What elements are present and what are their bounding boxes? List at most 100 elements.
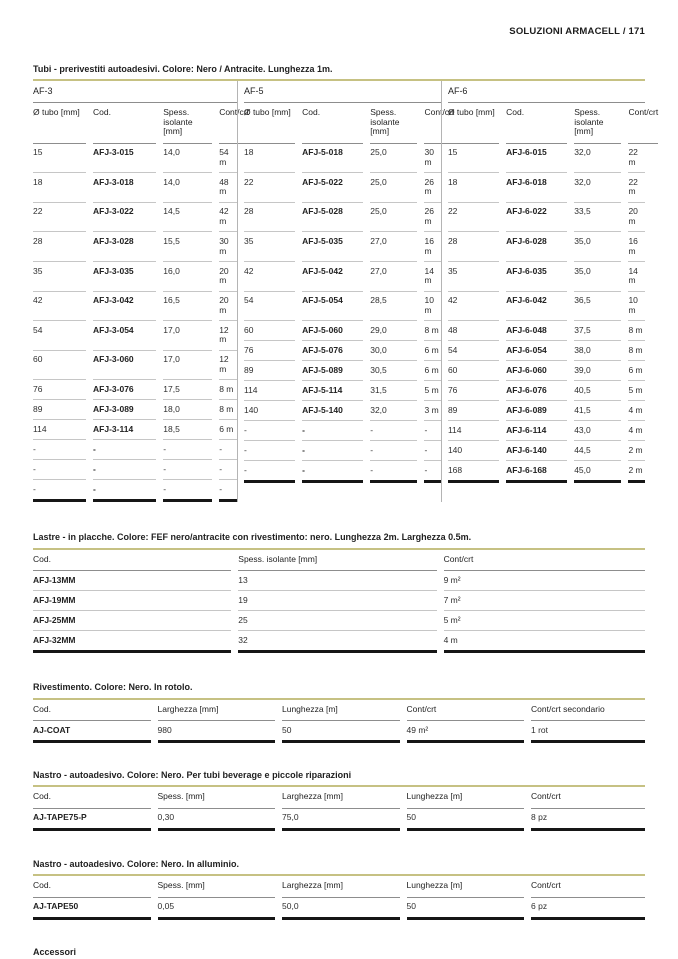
table-header-row: Ø tubo [mm] Cod. Spess. isolante [mm] Cont/…: [33, 103, 249, 144]
table-cell: 22 m: [628, 173, 645, 203]
table-cell: 76: [243, 341, 296, 362]
table-cell: -: [33, 460, 87, 481]
nastro-alluminio-data-table: Cod. Spess. [mm] Larghezza [mm] Lunghezza […: [33, 876, 645, 920]
table-cell: AFJ-32MM: [33, 631, 232, 654]
table-cell: 50: [406, 898, 524, 920]
column-header: Cod.: [506, 103, 568, 144]
table-cell: 18: [33, 173, 87, 203]
section-rule: [33, 785, 645, 788]
table-cell: AFJ-5-060: [302, 321, 364, 342]
table-cell: 12 m: [219, 321, 237, 351]
table-row: ----: [33, 480, 237, 503]
table-cell: 27,0: [370, 232, 418, 263]
table-row: 18 AFJ-5-018 25,0 30 m: [243, 144, 441, 174]
table-row: AFJ-32MM 32 4 m: [33, 631, 645, 654]
table-cell: 89: [33, 400, 87, 421]
table-row: 60 AFJ-5-060 29,0 8 m: [243, 321, 441, 342]
column-header: Lunghezza [m]: [406, 787, 524, 809]
table-row: 76 AFJ-5-076 30,0 6 m: [243, 341, 441, 362]
table-row: AFJ-19MM 19 7 m²: [33, 591, 645, 612]
table-cell: 35: [33, 262, 87, 292]
section-rule: [33, 547, 645, 550]
section-title: Nastro - autoadesivo. Colore: Nero. In a…: [33, 858, 240, 869]
table-cell: -: [302, 461, 364, 484]
table-cell: 50: [406, 809, 524, 831]
column-header: Ø tubo [mm]: [243, 103, 296, 144]
table-cell: AFJ-5-114: [302, 381, 364, 402]
table-cell: AFJ-6-028: [506, 232, 568, 263]
lastre-data-table: Cod. Spess. isolante [mm] Cont/crt AFJ-13MM…: [33, 550, 645, 654]
column-header: Ø tubo [mm]: [447, 103, 500, 144]
table-group-title: AF-3: [33, 81, 237, 104]
table-header-row: Ø tubo [mm] Cod. Spess. isolante [mm] Cont/…: [447, 103, 659, 144]
table-cell: AFJ-3-015: [93, 144, 157, 174]
table-cell: 6 m: [424, 361, 441, 382]
table-row: 140 AFJ-5-140 32,0 3 m: [243, 401, 441, 422]
table-cell: 42 m: [219, 203, 237, 233]
table-row: 140 AFJ-6-140 44,5 2 m: [447, 441, 645, 462]
table-cell: -: [424, 421, 441, 442]
table-cell: 168: [447, 461, 500, 484]
table-cell: AFJ-6-140: [506, 441, 568, 462]
table-cell: 13: [238, 571, 437, 592]
table-cell: -: [424, 441, 441, 462]
table-cell: AFJ-3-076: [93, 380, 157, 401]
table-cell: 8 m: [219, 400, 237, 421]
table-cell: 140: [447, 441, 500, 462]
table-cell: 48 m: [219, 173, 237, 203]
table-row: ----: [33, 460, 237, 481]
table-cell: 17,5: [163, 380, 213, 401]
section-nastro-alluminio: Nastro - autoadesivo. Colore: Nero. In a…: [33, 859, 645, 920]
table-cell: AFJ-3-018: [93, 173, 157, 203]
table-cell: -: [424, 461, 441, 484]
table-cell: 0,05: [157, 898, 275, 920]
table-row: 114 AFJ-6-114 43,0 4 m: [447, 421, 645, 442]
table-cell: 38,0: [574, 341, 622, 362]
af6-data-table: Ø tubo [mm] Cod. Spess. isolante [mm] Cont/…: [447, 103, 659, 484]
table-cell: 12 m: [219, 351, 237, 381]
table-cell: 30,5: [370, 361, 418, 382]
table-cell: 22: [447, 203, 500, 233]
table-cell: AFJ-6-114: [506, 421, 568, 442]
table-cell: 28,5: [370, 292, 418, 322]
table-cell: -: [243, 421, 296, 442]
table-cell: 17,0: [163, 351, 213, 381]
table-cell: 25,0: [370, 203, 418, 233]
table-cell: AFJ-25MM: [33, 611, 232, 632]
table-row: 42 AFJ-5-042 27,0 14 m: [243, 262, 441, 292]
table-header-row: Cod. Spess. [mm] Larghezza [mm] Lunghezza […: [33, 787, 645, 809]
table-cell: -: [302, 421, 364, 442]
table-cell: 39,0: [574, 361, 622, 382]
table-row: 15 AFJ-3-015 14,0 54 m: [33, 144, 237, 174]
table-cell: 35: [243, 232, 296, 263]
table-row: ----: [243, 461, 441, 484]
table-cell: 54: [33, 321, 87, 351]
table-cell: -: [219, 460, 237, 481]
section-title: Accessori: [33, 946, 77, 957]
table-cell: 25,0: [370, 144, 418, 174]
table-cell: 10 m: [424, 292, 441, 322]
table-cell: AJ-TAPE75-P: [33, 809, 151, 831]
table-cell: 8 m: [219, 380, 237, 401]
table-row: 18 AFJ-3-018 14,0 48 m: [33, 173, 237, 203]
table-cell: AFJ-3-035: [93, 262, 157, 292]
table-cell: 18,5: [163, 420, 213, 441]
table-row: 89 AFJ-5-089 30,5 6 m: [243, 361, 441, 382]
table-cell: 2 m: [628, 461, 645, 484]
column-header: Cod.: [302, 103, 364, 144]
table-cell: 114: [243, 381, 296, 402]
table-cell: 15,5: [163, 232, 213, 263]
section-title: Tubi - prerivestiti autoadesivi. Colore:…: [33, 64, 333, 74]
table-cell: AFJ-5-035: [302, 232, 364, 263]
table-cell: 14,0: [163, 144, 213, 174]
table-cell: AFJ-3-089: [93, 400, 157, 421]
table-cell: AFJ-3-054: [93, 321, 157, 351]
table-row: ----: [33, 440, 237, 461]
table-cell: 35: [447, 262, 500, 292]
section-rivestimento: Rivestimento. Colore: Nero. In rotolo. C…: [33, 682, 645, 744]
table-cell: 37,5: [574, 321, 622, 342]
af5-data-table: Ø tubo [mm] Cod. Spess. isolante [mm] Cont/…: [243, 103, 455, 484]
table-header-row: Cod. Larghezza [mm] Lunghezza [m] Cont/crt C…: [33, 700, 645, 722]
section-title: Nastro - autoadesivo. Colore: Nero. Per …: [33, 770, 352, 781]
table-cell: 114: [447, 421, 500, 442]
